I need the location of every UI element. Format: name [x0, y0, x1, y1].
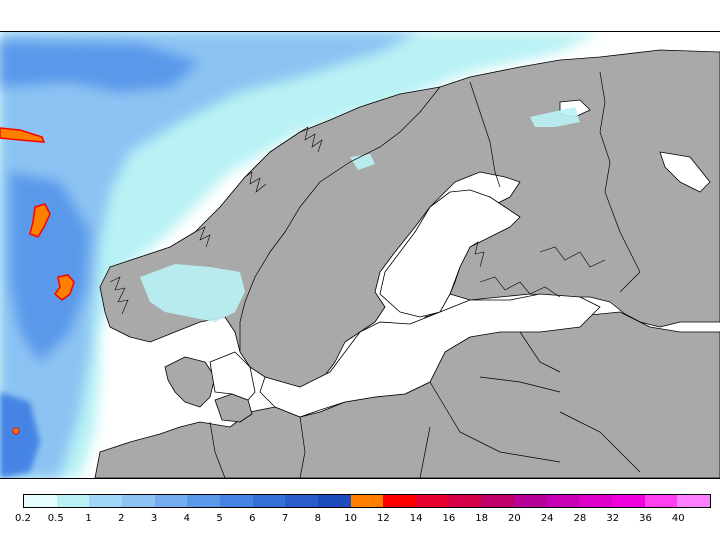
legend-color-bar: [23, 494, 711, 508]
legend-label: 20: [508, 513, 521, 524]
legend-swatch: [89, 495, 123, 507]
coastline-detail: [109, 126, 606, 315]
finland-russia-border: [599, 71, 641, 293]
legend-label: 8: [314, 513, 322, 524]
central-europe-borders: [209, 411, 641, 478]
legend-swatch: [514, 495, 547, 507]
legend-label: 2: [118, 513, 125, 524]
legend-label: 5: [216, 513, 223, 524]
legend-swatch: [677, 495, 711, 507]
legend-label: 12: [377, 513, 390, 524]
precip-heavy-band: [0, 42, 200, 92]
precip-southern-norway: [140, 264, 245, 322]
precip-lapland: [530, 107, 580, 127]
baltic-proper: [259, 293, 601, 418]
legend-label: 0.5: [47, 513, 64, 524]
legend-swatch: [612, 495, 645, 507]
white-sea-inlet: [659, 151, 711, 193]
precipitation-map: [0, 31, 720, 479]
seas: [209, 99, 711, 418]
precip-core-small: [12, 427, 20, 435]
legend-label: 6: [249, 513, 256, 524]
legend-label: 40: [671, 513, 685, 524]
baltic-states-borders: [429, 331, 561, 463]
norway-sweden-border: [239, 86, 441, 352]
legend-swatch: [285, 495, 319, 507]
land-precipitation: [140, 107, 580, 322]
legend-swatch: [318, 495, 351, 507]
precip-light-area: [0, 32, 600, 478]
legend-label: 0.2: [15, 513, 31, 524]
precip-heavy-south: [0, 392, 40, 478]
precip-heavy-cells: [10, 172, 90, 362]
legend-label: 36: [639, 513, 652, 524]
legend-swatch: [448, 495, 482, 507]
kattegat: [209, 351, 256, 401]
precip-core-north: [29, 203, 51, 238]
legend-label: 7: [281, 513, 289, 524]
jutland: [164, 356, 216, 408]
gulf-of-bothnia: [379, 189, 521, 318]
precip-core-west: [0, 127, 46, 143]
legend-label: 10: [344, 513, 357, 524]
legend-label: 16: [442, 513, 456, 524]
precipitation-field: [0, 32, 600, 478]
precip-north-sweden-dot: [350, 154, 375, 170]
scandinavia-landmass: [99, 49, 720, 388]
legend-swatch: [154, 495, 188, 507]
legend-label: 4: [183, 513, 190, 524]
precip-medium-area: [0, 32, 420, 478]
legend-swatch: [220, 495, 253, 507]
legend-swatch: [579, 495, 613, 507]
legend-label: 14: [409, 513, 423, 524]
color-scale-legend: 0.2 0.5 1 2 3 4 5 6 7 8 10 12 14 16 18 20 24 28 32 36 40: [15, 491, 711, 531]
legend-swatch: [24, 495, 57, 507]
legend-label: 24: [540, 513, 554, 524]
legend-swatch: [122, 495, 155, 507]
legend-swatch: [56, 495, 90, 507]
legend-swatch: [383, 495, 417, 507]
legend-label: 18: [475, 513, 489, 524]
legend-swatch: [481, 495, 515, 507]
legend-swatch: [350, 495, 384, 507]
borders: [209, 71, 641, 478]
sweden-finland-border: [469, 81, 501, 188]
map-canvas: [0, 32, 720, 478]
legend-swatch: [416, 495, 449, 507]
legend-label: 3: [150, 513, 158, 524]
legend-swatch: [187, 495, 221, 507]
legend-swatch: [644, 495, 678, 507]
legend-label: 1: [85, 513, 92, 524]
legend-label: 32: [606, 513, 620, 524]
legend-swatch: [252, 495, 286, 507]
land: [94, 49, 720, 478]
legend-swatch: [546, 495, 580, 507]
precip-core-south: [53, 274, 75, 301]
legend-label: 28: [573, 513, 587, 524]
